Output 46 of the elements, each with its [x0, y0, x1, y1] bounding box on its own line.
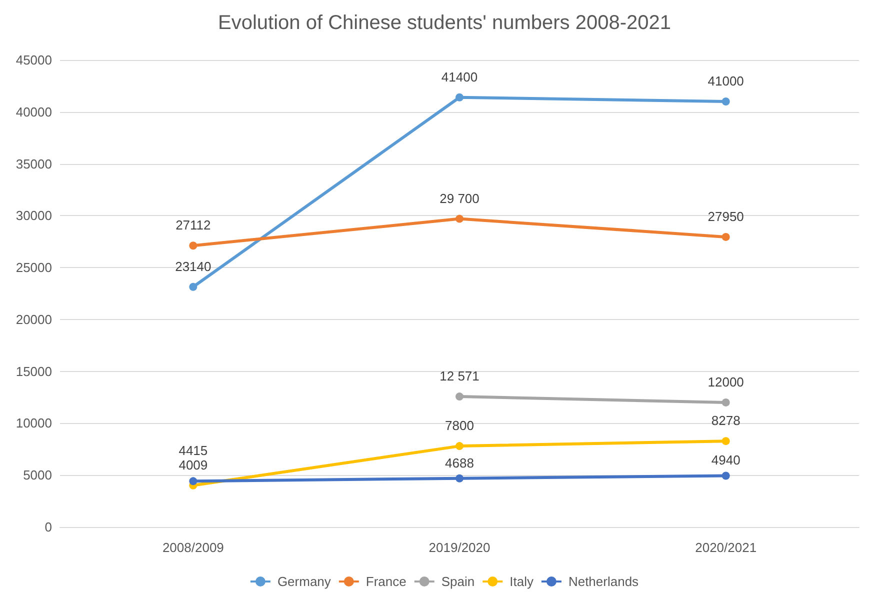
- point: [456, 392, 464, 401]
- point: [722, 472, 730, 480]
- point: [189, 242, 198, 250]
- y-tick-label: 0: [44, 520, 52, 534]
- data-label: 4009: [178, 457, 208, 472]
- point: [722, 437, 730, 446]
- y-tick-label: 45000: [16, 52, 52, 68]
- y-tick-label: 35000: [16, 156, 52, 172]
- data-label: 4415: [178, 443, 208, 458]
- y-tick-label: 25000: [16, 260, 52, 276]
- point: [722, 232, 730, 241]
- x-tick-label: 2019/2020: [428, 540, 490, 555]
- y-tick-label: 10000: [16, 416, 52, 431]
- data-label: 8278: [711, 413, 740, 428]
- point: [456, 93, 464, 102]
- point: [456, 442, 464, 450]
- point: [456, 474, 464, 482]
- y-tick-label: 30000: [16, 208, 52, 224]
- point: [722, 398, 730, 406]
- point: [189, 282, 198, 291]
- data-label: 27950: [708, 208, 744, 224]
- point: [189, 477, 198, 486]
- data-label: 41000: [708, 74, 744, 89]
- data-label: 4688: [445, 455, 474, 470]
- data-label: 23140: [175, 258, 212, 274]
- legend-label: France: [366, 574, 406, 589]
- legend-label: Spain: [441, 574, 475, 589]
- point: [456, 214, 464, 223]
- data-label: 12000: [708, 374, 744, 390]
- data-label: 7800: [445, 418, 474, 434]
- y-tick-label: 20000: [16, 312, 52, 327]
- y-tick-label: 15000: [16, 364, 52, 379]
- y-tick-label: 5000: [23, 468, 52, 483]
- legend-label: Germany: [277, 574, 332, 589]
- legend-label: Netherlands: [568, 574, 640, 589]
- point: [722, 98, 730, 106]
- data-label: 4940: [711, 452, 740, 468]
- data-label: 29 700: [440, 190, 480, 206]
- x-tick-label: 2020/2021: [695, 540, 757, 555]
- legend-label: Italy: [510, 574, 534, 589]
- y-tick-label: 40000: [16, 104, 52, 120]
- data-label: 27112: [176, 218, 211, 233]
- data-label: 12 571: [440, 368, 480, 384]
- data-label: 41400: [441, 69, 478, 84]
- x-tick-label: 2008/2009: [162, 540, 224, 555]
- chart-title: Evolution of Chinese students' numbers 2008-2021: [218, 12, 671, 34]
